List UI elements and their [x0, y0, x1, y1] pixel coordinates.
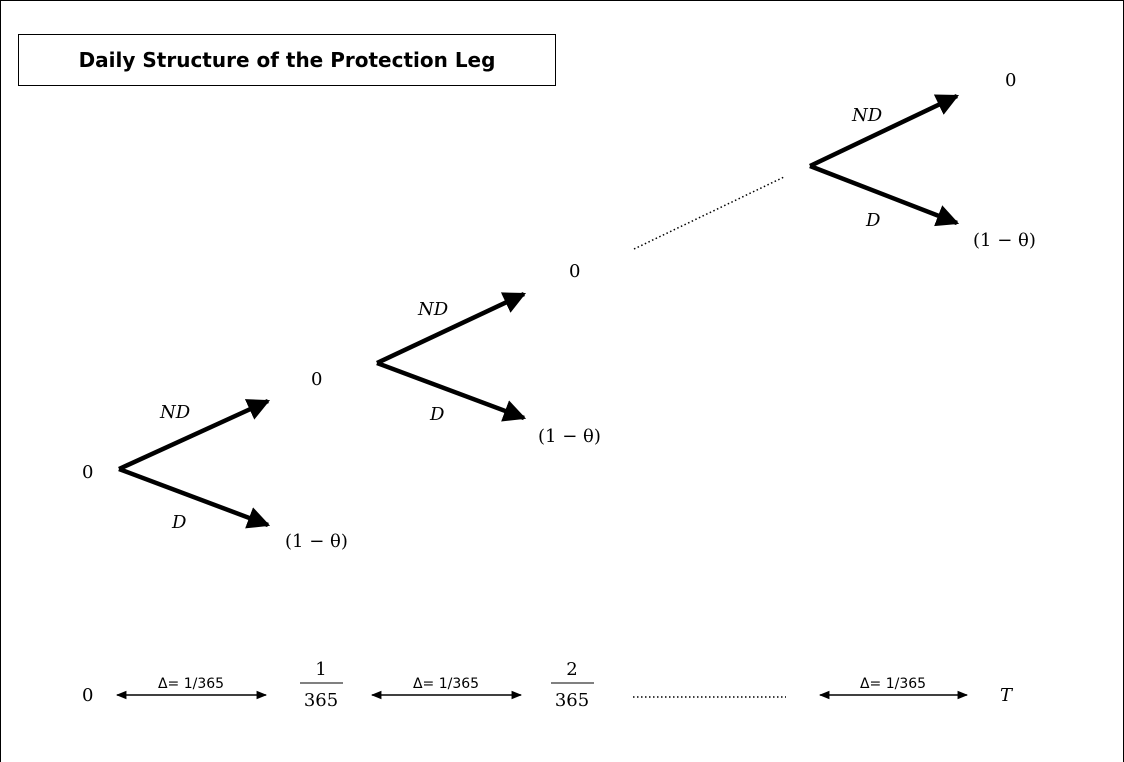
- timeline-t1-numerator: 1: [315, 659, 326, 680]
- default-payoff-1: (1 − θ): [285, 531, 348, 552]
- default-payoff-2: (1 − θ): [538, 426, 601, 447]
- timeline-t2-numerator: 2: [566, 659, 577, 680]
- default-arrow-2: [376, 360, 527, 422]
- node-value-1: 0: [311, 369, 322, 390]
- default-payoff-T: (1 − θ): [973, 230, 1036, 251]
- default-arrow-1: [118, 466, 271, 529]
- no-default-arrow-T: [809, 93, 960, 169]
- interval-label-1: Δ= 1/365: [158, 676, 224, 692]
- timeline-t2-denominator: 365: [555, 690, 589, 711]
- timeline-maturity: T: [1000, 685, 1014, 706]
- timeline-t1-denominator: 365: [304, 690, 338, 711]
- interval-label-T: Δ= 1/365: [860, 676, 926, 692]
- continuation-dots: [633, 176, 785, 250]
- interval-label-2: Δ= 1/365: [413, 676, 479, 692]
- default-label-T: D: [865, 210, 881, 231]
- root-node-value: 0: [82, 462, 93, 483]
- default-label-2: D: [429, 404, 445, 425]
- no-default-label-1: ND: [159, 402, 191, 423]
- timeline-t0: 0: [82, 685, 93, 706]
- no-default-arrow-2: [376, 291, 527, 366]
- default-arrow-T: [809, 163, 960, 227]
- node-value-T: 0: [1005, 70, 1016, 91]
- no-default-arrow-1: [118, 398, 271, 472]
- no-default-label-2: ND: [417, 299, 449, 320]
- default-label-1: D: [171, 512, 187, 533]
- node-value-2: 0: [569, 261, 580, 282]
- no-default-label-T: ND: [851, 105, 883, 126]
- diagram-title: Daily Structure of the Protection Leg: [18, 34, 556, 86]
